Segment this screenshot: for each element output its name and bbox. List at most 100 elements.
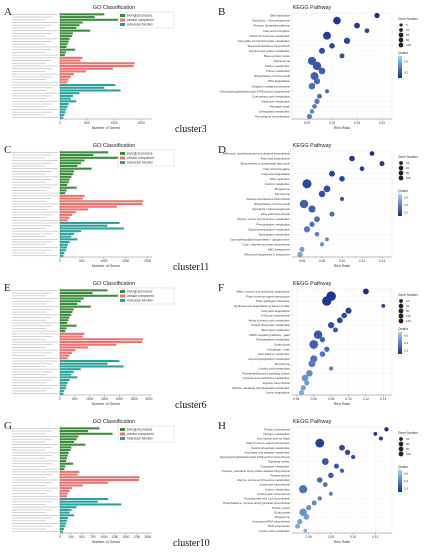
go-term-label <box>12 192 58 194</box>
kegg-pathway-label: Base excision repair <box>264 54 290 58</box>
kegg-pathway-label: Plant-pathogen interaction <box>256 299 290 303</box>
kegg-q-legend-label: 0.2 <box>404 486 409 490</box>
kegg-point <box>341 312 347 319</box>
kegg-point <box>322 296 332 306</box>
go-bar-bp <box>60 159 85 162</box>
go-chart: GO Classification 0 500 1000 1500 2000 2500 300… <box>12 281 175 406</box>
kegg-point <box>308 82 316 90</box>
go-legend-swatch <box>120 23 125 26</box>
go-bar-mf <box>60 530 64 533</box>
kegg-pathway-label: Tryptophan metabolism <box>260 464 291 468</box>
kegg-pathway-label: Glycine, serine and threonine metabolism <box>237 478 291 482</box>
go-x-tick-label: 1000 <box>100 535 107 539</box>
go-term-label <box>12 165 46 167</box>
go-bar-cc <box>60 481 109 484</box>
go-term-label <box>12 330 58 332</box>
go-bar-cc <box>60 492 68 495</box>
go-x-axis-label: Number of Genes <box>92 264 121 268</box>
go-term-label <box>12 317 52 318</box>
go-x-tick-label: 1500 <box>122 535 129 539</box>
go-term-label <box>12 520 46 522</box>
go-bar-mf <box>60 224 108 227</box>
kegg-point <box>299 246 305 252</box>
go-bar-bp <box>60 457 68 460</box>
go-bar-bp <box>60 459 67 463</box>
go-term-label <box>12 474 52 475</box>
go-term-label <box>12 460 58 462</box>
kegg-point <box>328 366 334 371</box>
kegg-point <box>314 216 320 223</box>
go-bar-bp <box>60 297 84 300</box>
kegg-point <box>314 231 320 237</box>
go-term-label <box>12 200 46 202</box>
go-x-axis-label: Number of Genes <box>92 402 121 406</box>
kegg-size-legend-dot <box>399 28 403 32</box>
kegg-point <box>318 67 326 75</box>
go-bar-bp <box>60 321 68 325</box>
go-term-label <box>12 517 52 519</box>
kegg-point <box>323 31 331 40</box>
go-bar-mf <box>60 83 116 87</box>
go-bar-bp <box>60 468 65 471</box>
kegg-point <box>309 221 315 227</box>
kegg-pathway-label: Synthesis and degradation of ketone bodi… <box>234 304 291 308</box>
go-x-tick-label: 1500 <box>122 259 129 263</box>
go-x-tick-label: 0 <box>59 259 61 263</box>
go-x-tick-label: 0 <box>59 397 61 401</box>
go-bar-mf <box>60 517 68 520</box>
go-term-label <box>12 249 52 251</box>
kegg-pathway-label: Fatty acid biosynthesis <box>261 212 291 216</box>
kegg-point <box>309 340 319 349</box>
kegg-point <box>327 321 335 329</box>
go-term-label <box>12 151 58 153</box>
kegg-size-legend-label: 100 <box>406 314 411 318</box>
go-bar-bp <box>60 43 68 46</box>
kegg-point <box>381 303 386 308</box>
kegg-size-legend-label: 10 <box>406 161 410 165</box>
go-bar-bp <box>60 164 78 167</box>
go-term-label <box>12 344 52 346</box>
go-bar-mf <box>60 243 68 246</box>
go-term-label <box>12 219 58 221</box>
go-title: GO Classification <box>93 143 136 149</box>
kegg-pathway-label: Alpha-Linolenic acid metabolism <box>249 318 291 322</box>
go-term-label <box>12 355 46 356</box>
kegg-point <box>323 482 328 487</box>
kegg-size-legend-dot <box>398 318 404 324</box>
go-bar-bp <box>60 40 69 43</box>
kegg-pathway-label: Carbon metabolism <box>265 64 291 68</box>
go-bar-bp <box>60 186 77 189</box>
kegg-pathway-label: Homologous recombination <box>255 115 291 119</box>
go-term-label <box>12 49 52 51</box>
kegg-pathway-label: Glycerophospholipid metabolism <box>248 227 290 231</box>
kegg-q-colorbar <box>398 194 402 216</box>
kegg-x-axis-label: Rich Ratio <box>334 540 351 544</box>
go-legend-swatch <box>120 432 125 436</box>
go-bar-bp <box>60 13 105 16</box>
go-bar-bp <box>60 313 72 316</box>
go-bar-mf <box>60 235 72 238</box>
kegg-q-legend-label: 0.4 <box>404 341 409 345</box>
kegg-x-tick-label: 0.04 <box>293 397 299 401</box>
cluster-label-cluster3: cluster3 <box>175 124 207 135</box>
go-bar-bp <box>60 192 66 195</box>
panel-letter-kegg-cluster3: B <box>218 6 226 18</box>
kegg-point <box>344 449 351 456</box>
kegg-size-legend-title: Gene Number <box>398 293 419 297</box>
go-chart: GO Classification 0 500 1000 1500 Number of G… <box>12 5 175 130</box>
go-term-label <box>12 13 58 15</box>
go-bar-bp <box>60 51 66 54</box>
go-bar-bp <box>60 178 70 181</box>
kegg-point <box>316 477 323 483</box>
go-legend-label: cellular component <box>127 18 154 22</box>
kegg-pathway-label: DNA replication <box>270 177 290 181</box>
kegg-q-colorbar <box>398 470 402 492</box>
kegg-x-tick-label: 0.10 <box>345 397 351 401</box>
kegg-point <box>339 175 345 182</box>
go-x-tick-label: 250 <box>68 535 74 539</box>
go-bar-cc <box>60 56 83 59</box>
go-bar-mf <box>60 232 75 235</box>
go-bar-bp <box>60 443 86 446</box>
kegg-title: KEGG Pathway <box>293 5 332 11</box>
kegg-pathway-label: Pentose phosphate pathway <box>254 24 291 28</box>
